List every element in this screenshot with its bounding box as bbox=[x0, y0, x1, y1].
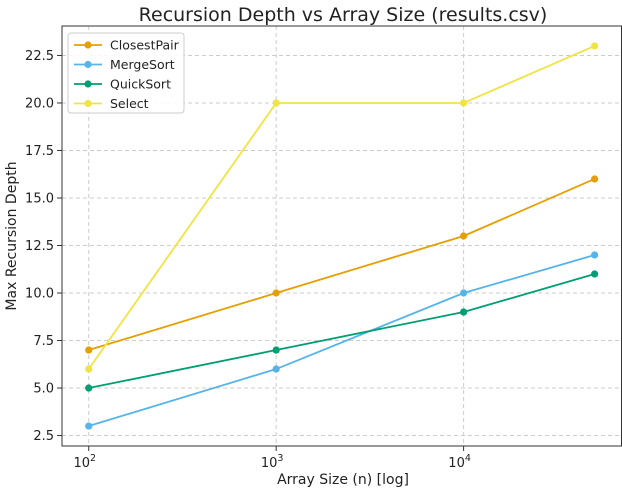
legend-item-select: Select bbox=[74, 96, 149, 111]
data-point-mergesort bbox=[85, 422, 93, 430]
chart-title: Recursion Depth vs Array Size (results.c… bbox=[139, 4, 548, 26]
series-line-quicksort bbox=[88, 273, 595, 389]
legend-item-closestpair: ClosestPair bbox=[74, 38, 180, 53]
data-point-closestpair bbox=[591, 175, 599, 183]
series-closestpair bbox=[85, 175, 599, 354]
data-point-select bbox=[460, 99, 468, 107]
y-tick-label: 10.0 bbox=[25, 287, 54, 302]
series-layer bbox=[85, 42, 599, 430]
data-point-closestpair bbox=[460, 232, 468, 240]
legend-item-mergesort: MergeSort bbox=[74, 57, 175, 72]
data-point-quicksort bbox=[591, 270, 599, 278]
legend-marker bbox=[84, 99, 92, 108]
series-quicksort bbox=[85, 270, 599, 392]
y-tick-label: 5.0 bbox=[33, 382, 54, 397]
y-tick-label: 12.5 bbox=[25, 239, 54, 254]
data-point-quicksort bbox=[85, 384, 93, 392]
y-tick-label: 15.0 bbox=[25, 191, 54, 206]
x-tick-label: 104 bbox=[448, 453, 471, 471]
y-tick-label: 2.5 bbox=[33, 429, 54, 444]
data-point-closestpair bbox=[272, 289, 280, 297]
legend-marker bbox=[84, 60, 92, 69]
series-line-select bbox=[88, 45, 595, 370]
legend-label: Select bbox=[110, 96, 149, 111]
data-point-quicksort bbox=[272, 346, 280, 354]
x-tick-label: 103 bbox=[261, 453, 284, 471]
data-point-mergesort bbox=[460, 289, 468, 297]
legend-label: QuickSort bbox=[110, 77, 171, 92]
data-point-select bbox=[272, 99, 280, 107]
data-point-mergesort bbox=[272, 365, 280, 373]
data-point-select bbox=[85, 365, 93, 373]
y-axis-ticks: 2.5 5.0 7.5 10.0 12.5 15.0 17.5 20.0 22.5 bbox=[25, 49, 62, 444]
x-axis-label: Array Size (n) [log] bbox=[277, 472, 409, 488]
legend-marker bbox=[84, 80, 92, 88]
legend-item-quicksort: QuickSort bbox=[74, 77, 171, 92]
data-point-select bbox=[591, 42, 599, 50]
legend-label: ClosestPair bbox=[110, 38, 180, 53]
series-line-closestpair bbox=[88, 178, 595, 351]
data-point-quicksort bbox=[460, 308, 468, 316]
data-point-closestpair bbox=[85, 346, 93, 354]
x-axis-ticks: 102 103 104 bbox=[73, 446, 471, 471]
y-tick-label: 17.5 bbox=[25, 144, 54, 159]
legend: ClosestPair MergeSort QuickSort Select bbox=[67, 32, 185, 114]
y-axis-label: Max Recursion Depth bbox=[4, 161, 20, 310]
legend-box bbox=[67, 32, 185, 114]
y-tick-label: 20.0 bbox=[25, 96, 54, 111]
series-select bbox=[85, 42, 599, 373]
x-tick-label: 102 bbox=[73, 453, 96, 471]
legend-label: MergeSort bbox=[110, 57, 175, 72]
y-tick-label: 7.5 bbox=[33, 334, 54, 349]
y-tick-label: 22.5 bbox=[25, 49, 54, 64]
data-point-mergesort bbox=[591, 251, 599, 259]
legend-marker bbox=[84, 41, 92, 49]
